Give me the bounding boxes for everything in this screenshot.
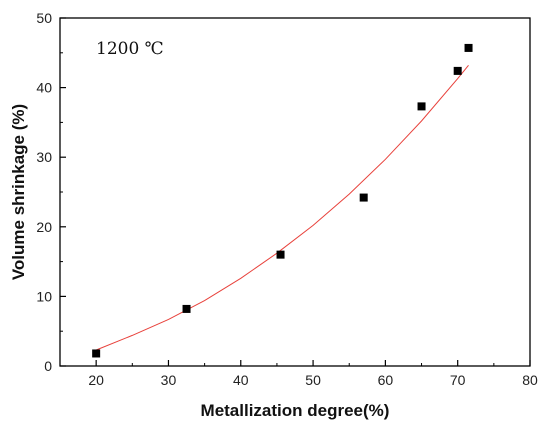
y-tick-label: 10 [36, 288, 52, 304]
x-tick-label: 30 [161, 372, 177, 388]
y-tick-label: 30 [36, 149, 52, 165]
x-tick-label: 80 [522, 372, 538, 388]
data-point [417, 102, 426, 111]
data-points [92, 43, 473, 358]
y-axis-title: Volume shrinkage (%) [9, 104, 28, 280]
y-tick-label: 0 [44, 358, 52, 374]
x-tick-label: 50 [305, 372, 321, 388]
data-point [464, 43, 473, 52]
axis-ticks [59, 17, 531, 367]
tick-labels: 20 30 40 50 60 70 80 0 10 20 30 40 50 [36, 10, 538, 388]
fit-curve [96, 64, 469, 351]
data-point [359, 193, 368, 202]
y-tick-label: 40 [36, 80, 52, 96]
data-point [453, 66, 462, 75]
data-point [92, 349, 101, 358]
data-point [276, 250, 285, 259]
y-tick-label: 50 [36, 10, 52, 26]
temperature-annotation: 1200 ℃ [96, 39, 164, 59]
x-axis-title: Metallization degree(%) [201, 401, 390, 420]
y-tick-label: 20 [36, 219, 52, 235]
x-tick-label: 70 [450, 372, 466, 388]
x-tick-label: 60 [378, 372, 394, 388]
x-tick-label: 20 [88, 372, 104, 388]
x-tick-label: 40 [233, 372, 249, 388]
data-point [182, 304, 191, 313]
